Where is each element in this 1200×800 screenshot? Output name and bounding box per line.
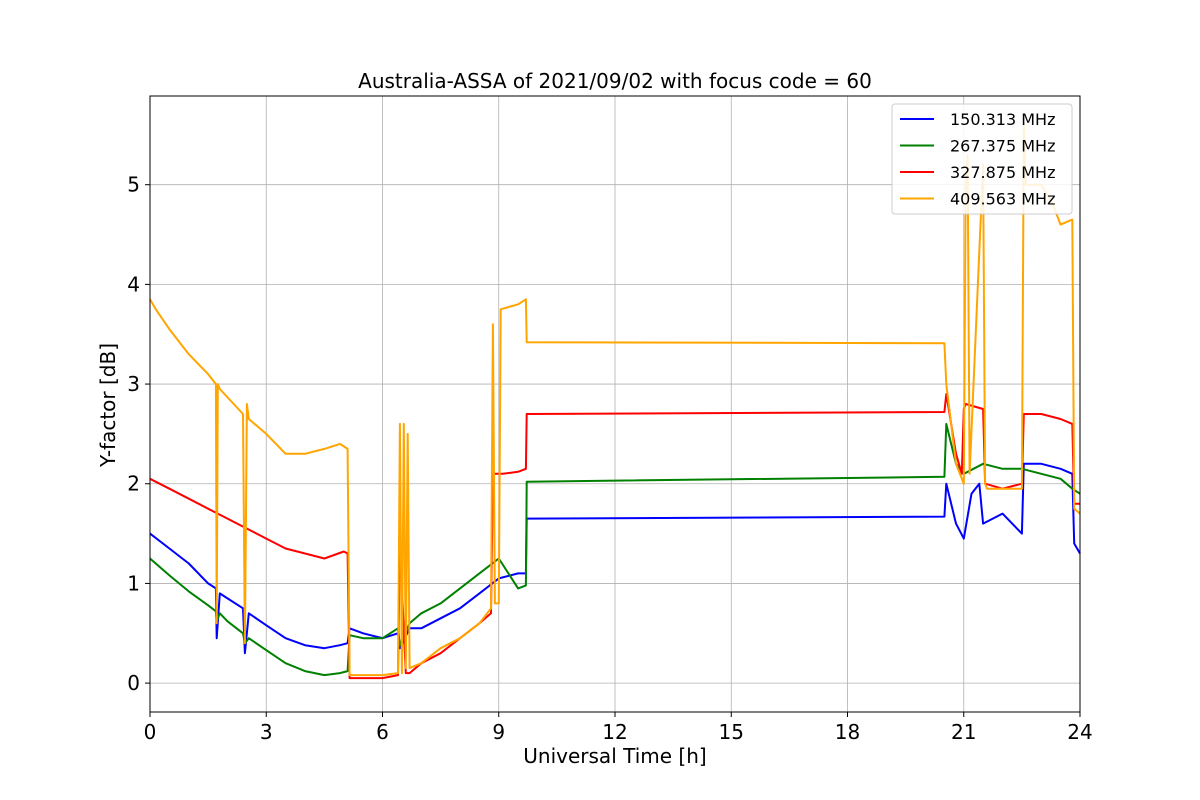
y-tick-label: 3 [127, 372, 140, 396]
x-axis-ticks: 0 3 6 9 12 15 18 21 24 [144, 712, 1093, 744]
legend-box [891, 103, 1073, 215]
grid-lines [149, 96, 1081, 712]
legend-label: 267.375 MHz [950, 137, 1055, 156]
y-tick-label: 0 [127, 671, 140, 695]
x-tick-label: 15 [719, 720, 744, 744]
x-tick-label: 6 [376, 720, 389, 744]
legend-label: 327.875 MHz [950, 163, 1055, 182]
x-tick-label: 0 [144, 720, 157, 744]
x-tick-label: 9 [492, 720, 505, 744]
y-tick-label: 1 [127, 571, 140, 595]
x-axis-label: Universal Time [h] [523, 744, 706, 768]
x-tick-label: 12 [602, 720, 627, 744]
legend: 150.313 MHz 267.375 MHz 327.875 MHz 409.563… [891, 103, 1073, 215]
y-tick-label: 5 [127, 173, 140, 197]
legend-label: 150.313 MHz [950, 110, 1055, 129]
y-tick-label: 4 [127, 272, 140, 296]
x-tick-label: 24 [1067, 720, 1092, 744]
y-axis-ticks: 0 1 2 3 4 5 [127, 173, 150, 695]
x-tick-label: 3 [260, 720, 273, 744]
x-tick-label: 18 [835, 720, 860, 744]
y-axis-label: Y-factor [dB] [96, 343, 120, 468]
y-tick-label: 2 [127, 472, 140, 496]
plot-series [149, 123, 1081, 680]
x-tick-label: 21 [951, 720, 976, 744]
chart-title: Australia-ASSA of 2021/09/02 with focus … [358, 69, 872, 93]
series-line-0 [149, 462, 1081, 655]
legend-label: 409.563 MHz [950, 190, 1055, 209]
series-line-3 [149, 123, 1081, 677]
